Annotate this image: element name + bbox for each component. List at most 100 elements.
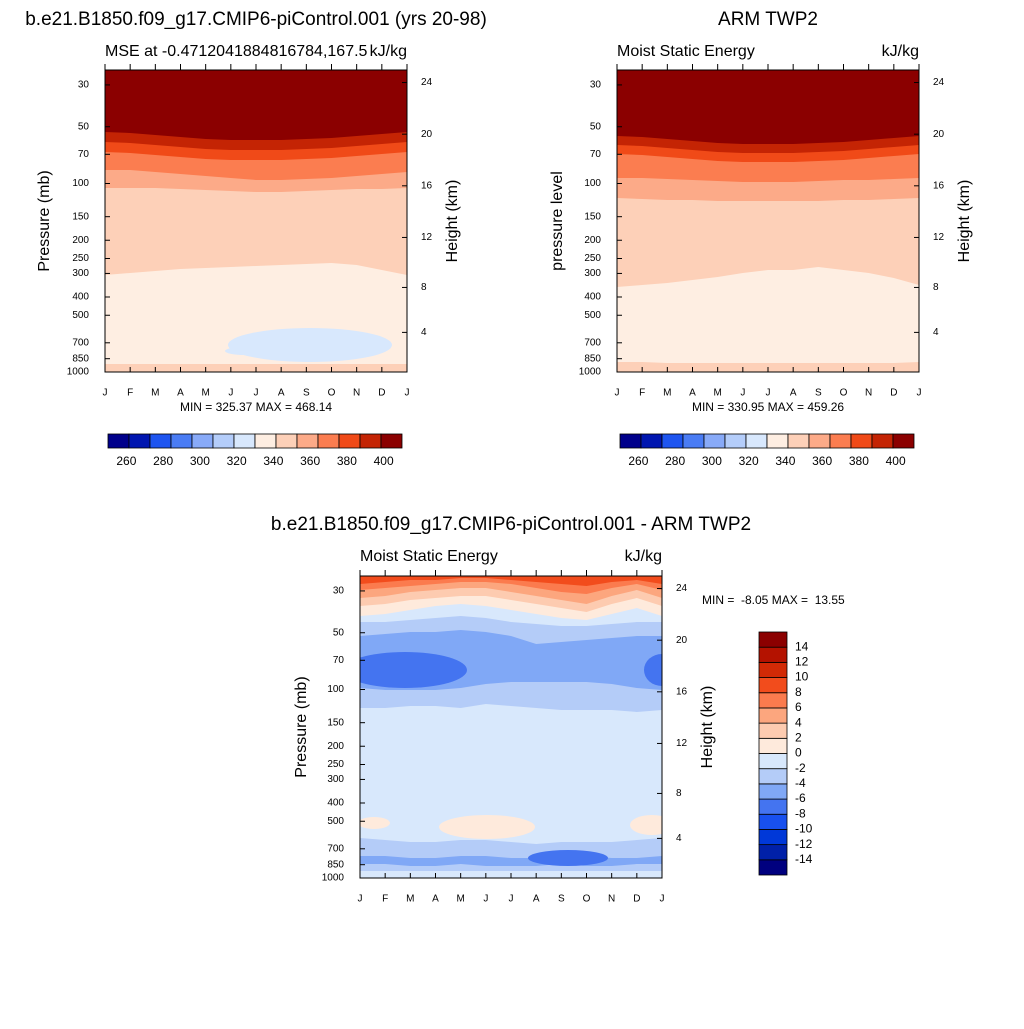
x-tick-label: A — [533, 894, 540, 905]
x-tick-label: J — [405, 388, 410, 399]
y-tick-label: 70 — [333, 655, 345, 666]
colorbar-label: 280 — [665, 454, 685, 468]
x-tick-label: F — [382, 894, 388, 905]
colorbar-label: 0 — [795, 746, 802, 760]
y2-tick-label: 12 — [421, 232, 433, 243]
colorbar-box — [254, 433, 277, 449]
colorbar-label: 4 — [795, 715, 802, 729]
colorbar-box — [619, 433, 642, 449]
colorbar-box — [233, 433, 256, 449]
subtitle-left: Moist Static Energy — [360, 548, 498, 565]
colorbar-box — [829, 433, 852, 449]
y-tick-label: 500 — [327, 816, 344, 827]
contour-fill — [105, 70, 407, 372]
colorbar-label: 12 — [795, 655, 809, 669]
y-tick-label: 50 — [78, 121, 90, 132]
y-tick-label: 30 — [590, 80, 602, 91]
colorbar-label: 400 — [374, 454, 394, 468]
colorbar-label: -6 — [795, 791, 806, 805]
y-tick-label: 70 — [78, 149, 90, 160]
x-tick-label: J — [740, 388, 745, 399]
colorbar-box — [808, 433, 831, 449]
contour-blob — [360, 817, 390, 829]
colorbar-label: -2 — [795, 761, 806, 775]
colorbar-box — [850, 433, 873, 449]
colorbar-box — [892, 433, 915, 449]
y-tick-label: 850 — [327, 859, 344, 870]
x-tick-label: F — [127, 388, 133, 399]
colorbar-box — [338, 433, 361, 449]
colorbar-box — [758, 813, 788, 830]
colorbar-label: 340 — [263, 454, 283, 468]
y2-tick-label: 4 — [676, 833, 682, 844]
colorbar-label: 300 — [190, 454, 210, 468]
y-tick-label: 700 — [584, 337, 601, 348]
panel-title: b.e21.B1850.f09_g17.CMIP6-piControl.001 … — [25, 9, 487, 30]
subtitle-right: kJ/kg — [370, 43, 407, 60]
x-tick-label: D — [633, 894, 640, 905]
y2-tick-label: 24 — [933, 77, 945, 88]
y2-tick-label: 16 — [676, 686, 688, 697]
y-tick-label: 300 — [72, 268, 89, 279]
colorbar-box — [758, 737, 788, 754]
colorbar-box — [703, 433, 726, 449]
colorbar-box — [758, 798, 788, 815]
x-tick-label: J — [358, 894, 363, 905]
x-tick-label: J — [228, 388, 233, 399]
colorbar-box — [758, 844, 788, 861]
colorbar-box — [317, 433, 340, 449]
colorbar-label: 14 — [795, 639, 809, 653]
y-tick-label: 700 — [327, 843, 344, 854]
colorbar-box — [758, 768, 788, 785]
y2-tick-label: 16 — [933, 180, 945, 191]
y-tick-label: 250 — [584, 253, 601, 264]
subtitle-right: kJ/kg — [625, 548, 662, 565]
colorbar-box — [191, 433, 214, 449]
y2-tick-label: 4 — [421, 327, 427, 338]
colorbar-box — [724, 433, 747, 449]
y-tick-label: 150 — [72, 211, 89, 222]
y-axis-label: Pressure (mb) — [293, 676, 310, 777]
y2-tick-label: 16 — [421, 180, 433, 191]
y-tick-label: 850 — [584, 353, 601, 364]
y-tick-label: 200 — [72, 235, 89, 246]
y-tick-label: 1000 — [67, 367, 90, 378]
y2-axis-label: Height (km) — [444, 180, 461, 263]
colorbar-label: 6 — [795, 700, 802, 714]
contour-band — [617, 267, 919, 372]
subtitle-left: MSE at -0.4712041884816784,167.5 — [105, 43, 368, 60]
colorbar-label: 10 — [795, 670, 809, 684]
y-tick-label: 50 — [590, 121, 602, 132]
colorbar-box — [758, 722, 788, 739]
x-tick-label: S — [558, 894, 565, 905]
colorbar-label: 360 — [812, 454, 832, 468]
y-tick-label: 70 — [590, 149, 602, 160]
colorbar-label: 8 — [795, 685, 802, 699]
colorbar-box — [296, 433, 319, 449]
colorbar-box — [682, 433, 705, 449]
y-axis-label: Pressure (mb) — [36, 170, 53, 271]
x-tick-label: M — [713, 388, 721, 399]
colorbar-label: 320 — [739, 454, 759, 468]
colorbar-label: -4 — [795, 776, 806, 790]
colorbar-box — [758, 692, 788, 709]
colorbar-box — [758, 783, 788, 800]
colorbar-box — [758, 859, 788, 876]
panel-title: ARM TWP2 — [718, 9, 818, 30]
x-tick-label: F — [639, 388, 645, 399]
contour-blob — [225, 347, 265, 355]
x-tick-label: D — [890, 388, 897, 399]
colorbar-label: 280 — [153, 454, 173, 468]
y2-axis-label: Height (km) — [956, 180, 973, 263]
colorbar-box — [758, 707, 788, 724]
colorbar-label: 260 — [116, 454, 136, 468]
colorbar-box — [758, 753, 788, 770]
colorbar-box — [766, 433, 789, 449]
x-tick-label: N — [865, 388, 872, 399]
y2-tick-label: 20 — [676, 635, 688, 646]
colorbar-box — [128, 433, 151, 449]
colorbar-box — [758, 646, 788, 663]
x-tick-label: D — [378, 388, 385, 399]
